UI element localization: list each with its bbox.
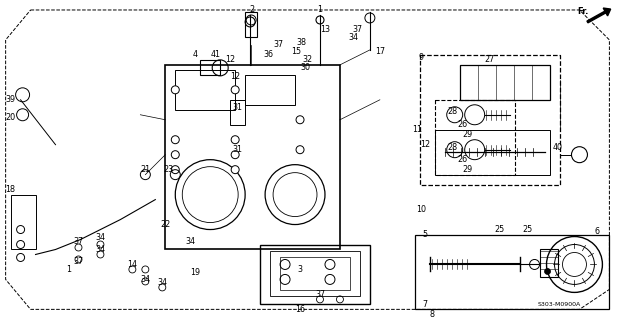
Circle shape: [231, 86, 239, 94]
FancyArrow shape: [587, 8, 610, 23]
Bar: [165, 65, 340, 250]
Text: 1: 1: [66, 265, 71, 274]
Text: 34: 34: [185, 237, 195, 246]
Bar: [539, 250, 558, 277]
Circle shape: [171, 136, 180, 144]
Text: 34: 34: [95, 245, 105, 254]
Bar: [175, 70, 235, 110]
Text: 21: 21: [140, 165, 151, 174]
Text: 25: 25: [495, 225, 505, 234]
Text: 34: 34: [95, 233, 105, 242]
Circle shape: [171, 86, 180, 94]
Text: 4: 4: [193, 50, 198, 60]
Text: 25: 25: [522, 225, 533, 234]
Bar: [245, 75, 295, 105]
Text: 12: 12: [225, 55, 235, 64]
Text: 30: 30: [300, 63, 310, 72]
Text: 12: 12: [420, 140, 430, 149]
Bar: [230, 100, 245, 125]
Text: 10: 10: [416, 205, 426, 214]
Text: 28: 28: [448, 143, 458, 152]
Text: 13: 13: [320, 25, 330, 35]
Text: 31: 31: [232, 103, 242, 112]
Text: 1: 1: [318, 5, 323, 14]
Text: 40: 40: [553, 143, 563, 152]
Text: 22: 22: [160, 220, 171, 229]
Bar: [435, 130, 549, 175]
Text: 34: 34: [348, 33, 358, 43]
Text: 26: 26: [457, 120, 467, 129]
Text: 16: 16: [295, 305, 305, 314]
Text: 27: 27: [484, 55, 495, 64]
Text: 14: 14: [127, 260, 137, 269]
Circle shape: [231, 151, 239, 159]
Text: Fr.: Fr.: [577, 7, 588, 16]
Circle shape: [544, 268, 551, 275]
Text: 37: 37: [74, 237, 84, 246]
Text: 11: 11: [412, 125, 422, 134]
Text: 15: 15: [291, 47, 301, 56]
Text: 34: 34: [158, 278, 168, 287]
Text: 29: 29: [462, 130, 472, 139]
Bar: [260, 244, 370, 304]
Text: S303-M0900A: S303-M0900A: [538, 302, 581, 307]
Circle shape: [296, 146, 304, 154]
Text: 3: 3: [297, 265, 302, 274]
Bar: [280, 258, 350, 291]
Text: 17: 17: [375, 47, 385, 56]
Bar: [11, 195, 35, 250]
Text: 28: 28: [448, 107, 458, 116]
Text: 7: 7: [422, 300, 427, 309]
Text: 37: 37: [315, 290, 325, 299]
Text: 37: 37: [353, 25, 363, 35]
Circle shape: [296, 116, 304, 124]
Text: 39: 39: [6, 95, 16, 104]
Text: 23: 23: [163, 165, 173, 174]
Circle shape: [231, 136, 239, 144]
Bar: [435, 100, 515, 175]
Text: 41: 41: [210, 50, 220, 60]
Text: 9: 9: [418, 53, 423, 62]
Bar: [245, 12, 257, 37]
Bar: [415, 235, 609, 309]
Text: 2: 2: [249, 5, 255, 14]
Text: 37: 37: [273, 40, 283, 49]
Bar: [270, 252, 360, 296]
Circle shape: [171, 151, 180, 159]
Text: 8: 8: [429, 310, 434, 319]
Text: 19: 19: [190, 268, 200, 277]
Bar: [460, 65, 549, 100]
Text: 36: 36: [263, 50, 273, 60]
Text: 12: 12: [230, 72, 240, 81]
Text: 37: 37: [74, 257, 84, 266]
Text: 38: 38: [296, 38, 306, 47]
Text: 29: 29: [462, 165, 472, 174]
Text: 20: 20: [6, 113, 16, 122]
Text: 6: 6: [595, 227, 600, 236]
Text: 32: 32: [302, 55, 312, 64]
Text: 18: 18: [6, 185, 16, 194]
Circle shape: [231, 166, 239, 174]
Circle shape: [171, 166, 180, 174]
Bar: [420, 55, 559, 185]
Text: 26: 26: [457, 155, 467, 164]
Text: 5: 5: [422, 230, 427, 239]
Text: 34: 34: [140, 275, 151, 284]
Bar: [200, 60, 220, 75]
Text: 31: 31: [232, 145, 242, 154]
